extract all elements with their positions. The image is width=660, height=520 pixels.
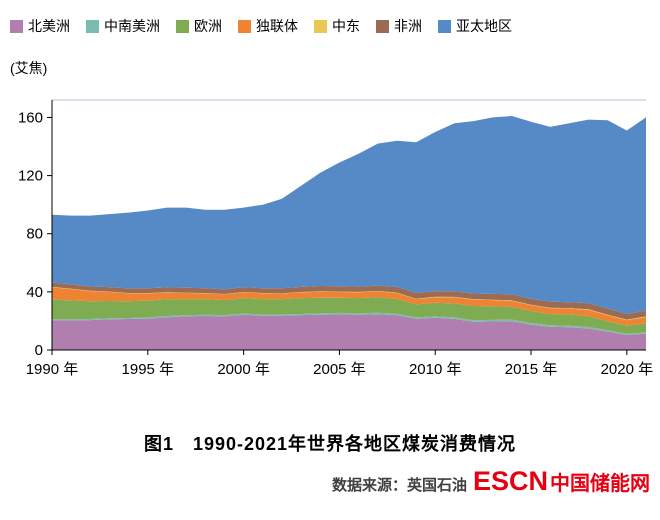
area-series-5 xyxy=(52,282,646,320)
escn-logo: ESCN xyxy=(472,466,548,496)
legend-label: 中东 xyxy=(332,18,360,34)
data-source-text: 数据来源：英国石油 xyxy=(331,477,467,494)
legend-label: 欧洲 xyxy=(194,18,222,34)
y-tick-label: 40 xyxy=(26,284,43,301)
legend-item: 北美洲 xyxy=(10,16,70,36)
area-series-0 xyxy=(52,314,646,350)
legend-label: 亚太地区 xyxy=(456,18,512,34)
legend-item: 中东 xyxy=(314,16,360,36)
legend-label: 北美洲 xyxy=(28,18,70,34)
data-source: 数据来源：英国石油 ESCN 中国储能网 xyxy=(332,466,650,497)
x-tick-label: 2015 年 xyxy=(505,361,558,378)
coal-consumption-stacked-area-chart: 0 40 80 120 160 1990 年 1995 年 2000 年 2005 年 2010 … xyxy=(18,99,654,378)
legend-swatch-icon xyxy=(86,19,99,33)
x-tick-label: 1995 年 xyxy=(122,361,175,378)
legend-item: 独联体 xyxy=(238,16,298,36)
x-tick-label: 2020 年 xyxy=(601,361,654,378)
legend-item: 亚太地区 xyxy=(438,16,512,36)
chart-legend: 北美洲 中南美洲 欧洲 独联体 中东 非洲 亚太地区 xyxy=(10,16,512,36)
legend-swatch-icon xyxy=(314,19,327,33)
legend-label: 中南美洲 xyxy=(104,18,160,34)
legend-label: 非洲 xyxy=(394,18,422,34)
legend-label: 独联体 xyxy=(256,18,298,34)
legend-swatch-icon xyxy=(438,19,451,33)
y-tick-label: 120 xyxy=(18,168,43,185)
y-axis-unit-label: (艾焦) xyxy=(10,60,48,76)
y-tick-label: 0 xyxy=(35,342,43,359)
escn-brand-text: 中国储能网 xyxy=(550,473,650,495)
figure-caption: 图1 1990-2021年世界各地区煤炭消费情况 xyxy=(143,434,517,454)
legend-item: 欧洲 xyxy=(176,16,222,36)
area-series-6 xyxy=(52,116,646,314)
legend-item: 非洲 xyxy=(376,16,422,36)
x-tick-label: 1990 年 xyxy=(26,361,79,378)
area-series-3 xyxy=(52,287,646,326)
x-tick-label: 2010 年 xyxy=(409,361,462,378)
area-series-1 xyxy=(52,312,646,335)
legend-swatch-icon xyxy=(10,19,23,33)
legend-swatch-icon xyxy=(376,19,389,33)
legend-swatch-icon xyxy=(238,19,251,33)
x-tick-label: 2000 年 xyxy=(217,361,270,378)
x-tick-label: 2005 年 xyxy=(313,361,366,378)
legend-item: 中南美洲 xyxy=(86,16,160,36)
legend-swatch-icon xyxy=(176,19,189,33)
area-series-2 xyxy=(52,297,646,334)
y-tick-label: 80 xyxy=(26,226,43,243)
y-tick-label: 160 xyxy=(18,109,43,126)
